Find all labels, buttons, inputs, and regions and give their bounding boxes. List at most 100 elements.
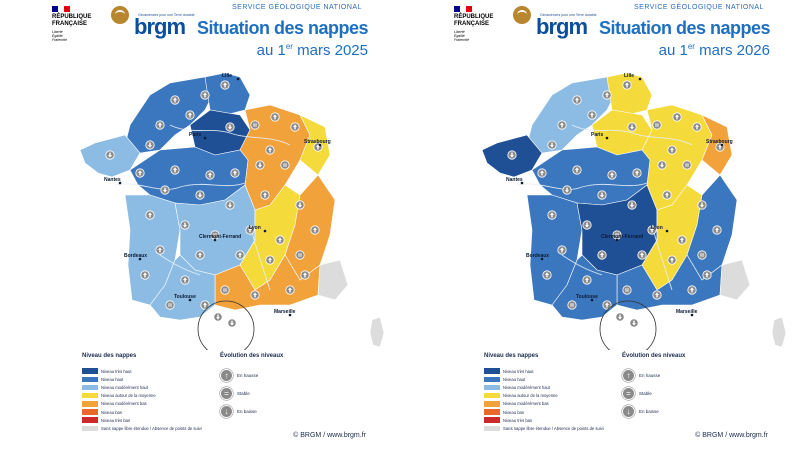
arrow-up-icon (310, 225, 320, 235)
legend-level-label: Niveau modérément bas (101, 401, 147, 407)
legend-level-label: Niveau modérément bas (503, 401, 549, 407)
arrow-up-icon (270, 112, 280, 122)
arrow-up-icon (300, 270, 310, 280)
city-label: Nantes (104, 177, 121, 183)
arrow-up-icon (602, 90, 612, 100)
arrow-down-icon (562, 185, 572, 195)
republique-motto: Liberté Égalité Fraternité (454, 30, 469, 42)
city-label: Marseille (274, 309, 296, 315)
city-label: Paris (591, 132, 603, 138)
legend-level-label: Niveau bas (503, 409, 524, 415)
arrow-down-icon (597, 190, 607, 200)
city-dot (118, 181, 122, 185)
arrow-down-icon (547, 140, 557, 150)
city-label: Toulouse (174, 294, 196, 300)
city-dot (188, 298, 192, 302)
service-label: SERVICE GÉOLOGIQUE NATIONAL (634, 4, 764, 11)
arrow-down-icon (255, 160, 265, 170)
legend-swatch (82, 409, 98, 415)
city-dot (605, 136, 609, 140)
map-title: Situation des nappes (196, 18, 369, 38)
city-label: Lille (624, 73, 634, 79)
legend-levels: Niveau très haut Niveau haut Niveau modéré… (82, 367, 202, 433)
arrow-up-icon (607, 170, 617, 180)
legend-evolution: ↑ En hausse = Stable ↓ En baisse (220, 366, 258, 420)
arrow-up-icon (662, 190, 672, 200)
arrow-up-icon (275, 235, 285, 245)
region-corsica (771, 316, 787, 348)
arrow-up-icon (205, 170, 215, 180)
legend-evolution-label: En baisse (237, 408, 257, 414)
arrow-down-icon (225, 200, 235, 210)
legend-level-item: Niveau bas (82, 408, 202, 416)
legend-level-label: Niveau très haut (503, 368, 534, 374)
equals-icon (165, 300, 175, 310)
equals-icon: = (622, 386, 635, 400)
arrow-up-icon (712, 225, 722, 235)
legend-swatch (484, 401, 500, 407)
arrow-down-icon (213, 312, 223, 322)
republique-name: RÉPUBLIQUE FRANÇAISE (454, 14, 494, 27)
equals-icon (295, 250, 305, 260)
arrow-up-icon (155, 120, 165, 130)
legend-swatch (484, 392, 500, 399)
service-label: SERVICE GÉOLOGIQUE NATIONAL (232, 4, 362, 11)
legend-level-label: Niveau haut (101, 376, 124, 382)
arrow-down-icon (295, 200, 305, 210)
legend-level-item: Niveau très haut (82, 367, 202, 375)
city-label: Lille (222, 73, 232, 79)
arrow-down-icon (582, 220, 592, 230)
equals-icon (697, 250, 707, 260)
city-dot (318, 143, 322, 147)
arrow-up-icon (672, 112, 682, 122)
arrow-up-icon (542, 270, 552, 280)
arrow-down-icon (195, 190, 205, 200)
republique-name: RÉPUBLIQUE FRANÇAISE (52, 14, 92, 27)
arrow-down-icon (227, 318, 237, 328)
city-label: Marseille (676, 309, 698, 315)
city-label: Bordeaux (526, 253, 549, 259)
legend-level-item: Niveau modérément haut (484, 383, 604, 391)
arrow-up-icon (140, 270, 150, 280)
legend-level-item: Sans nappe libre étendue / Absence de po… (484, 424, 604, 432)
tricolor-flag-icon (52, 6, 70, 12)
city-dot (288, 313, 292, 317)
equals-icon: = (220, 386, 233, 400)
city-dot (263, 229, 267, 233)
legend-swatch (82, 368, 98, 374)
legend-level-item: Niveau autour de la moyenne (82, 392, 202, 400)
groundwater-map: Lille Paris Strasbourg Nantes Lyon Clermont-F… (79, 72, 385, 350)
legend-evolution-title: Évolution des niveaux (622, 353, 686, 359)
focus-circle (599, 300, 657, 350)
legend-level-item: Niveau modérément bas (484, 400, 604, 408)
city-label: Lyon (651, 225, 663, 231)
focus-circle (197, 300, 255, 350)
arrow-up-icon (572, 165, 582, 175)
legend-level-label: Sans nappe libre étendue / Absence de po… (503, 425, 604, 431)
legend-swatch (82, 417, 98, 423)
equals-icon (220, 285, 230, 295)
legend-level-label: Niveau très bas (503, 417, 533, 423)
arrow-up-icon (692, 122, 702, 132)
groundwater-map: Lille Paris Strasbourg Nantes Lyon Clermont-F… (481, 72, 787, 350)
city-label: Strasbourg (706, 139, 733, 145)
legend-level-label: Niveau modérément haut (503, 384, 551, 390)
arrow-up-icon (557, 120, 567, 130)
legend-evolution-item: ↑ En hausse (220, 366, 258, 384)
city-label: Nantes (506, 177, 523, 183)
arrow-up-icon (170, 95, 180, 105)
arrow-up-icon (537, 168, 547, 178)
city-dot (720, 143, 724, 147)
arrow-up-icon (200, 90, 210, 100)
republique-francaise-logo: RÉPUBLIQUE FRANÇAISE Liberté Égalité Frater… (454, 6, 514, 42)
legend-level-label: Niveau autour de la moyenne (101, 393, 156, 399)
arrow-up-icon (582, 275, 592, 285)
arrow-up-icon (135, 168, 145, 178)
legend-levels: Niveau très haut Niveau haut Niveau modéré… (484, 367, 604, 433)
arrow-up-icon (587, 110, 597, 120)
arrow-down-icon (160, 185, 170, 195)
equals-icon (280, 160, 290, 170)
city-dot (203, 136, 207, 140)
arrow-up-icon (597, 250, 607, 260)
arrow-up-icon: ↑ (220, 368, 233, 382)
